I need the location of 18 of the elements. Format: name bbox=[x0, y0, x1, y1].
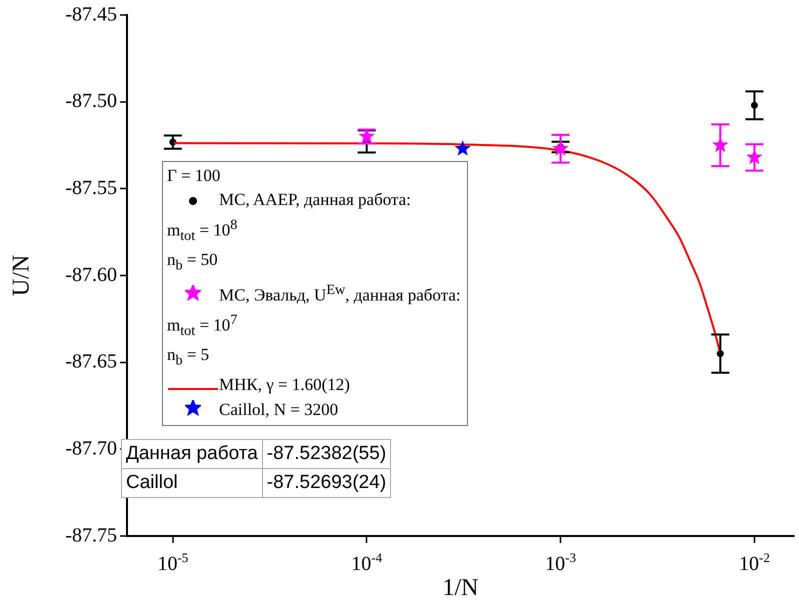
y-tick-label: -87.70 bbox=[65, 437, 117, 460]
legend-label: МНК, γ = 1.60(12) bbox=[218, 374, 351, 396]
text: MC, AAEP, данная работа: m$_{tot}$ = 10$^{8}$ n$_{b}$ = 50 bbox=[167, 190, 411, 274]
y-tick-label: -87.55 bbox=[65, 176, 117, 199]
annotation: -87.52693(24) bbox=[262, 468, 391, 498]
y-tick-label: -87.60 bbox=[65, 264, 117, 286]
legend-title: Γ = 100 bbox=[167, 165, 222, 187]
y-tick-label: -87.75 bbox=[65, 524, 117, 546]
y-axis-title: U/N bbox=[8, 254, 35, 296]
text: MC, Эвальд, U$^{Ew}$, данная работа: m$_{tot}$ = 10$^{7}$ n$_{b}$ = 5 bbox=[167, 282, 461, 369]
annotation: -87.52382(55) bbox=[262, 440, 391, 468]
annotation: Caillol bbox=[122, 468, 262, 498]
y-tick-label: -87.45 bbox=[65, 3, 117, 26]
y-tick-label: -87.65 bbox=[65, 350, 117, 373]
x-axis-title: 1/N bbox=[442, 574, 478, 601]
y-tick-label: -87.50 bbox=[65, 90, 117, 112]
legend-label: Caillol, N = 3200 bbox=[218, 398, 340, 421]
annotation: Данная работа bbox=[122, 440, 262, 468]
